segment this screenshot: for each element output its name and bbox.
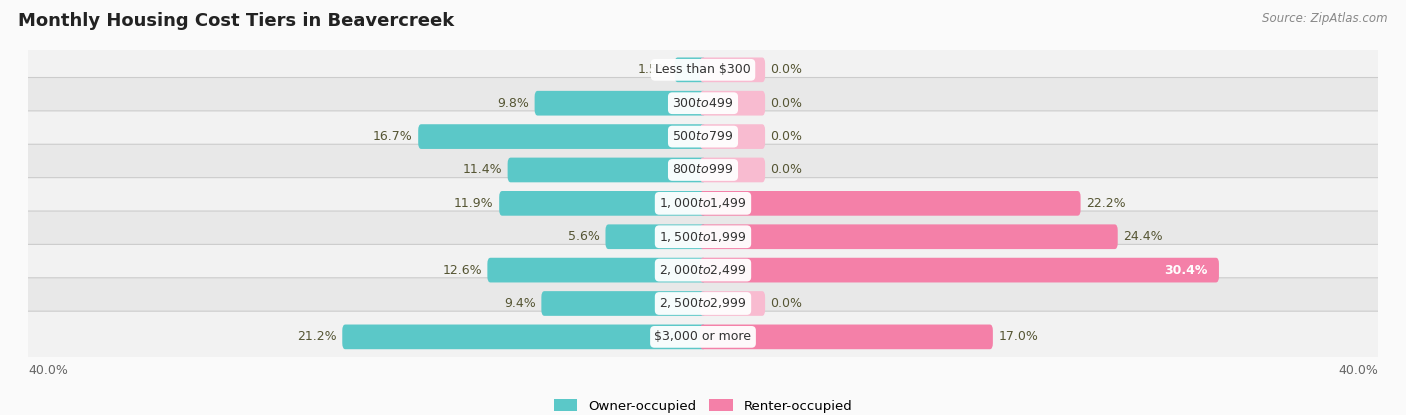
Text: 30.4%: 30.4% — [1164, 264, 1208, 277]
Text: 22.2%: 22.2% — [1085, 197, 1126, 210]
FancyBboxPatch shape — [534, 91, 706, 115]
FancyBboxPatch shape — [700, 158, 765, 182]
Text: 0.0%: 0.0% — [770, 97, 803, 110]
Text: Monthly Housing Cost Tiers in Beavercreek: Monthly Housing Cost Tiers in Beavercree… — [18, 12, 454, 30]
FancyBboxPatch shape — [14, 111, 1392, 162]
Text: $3,000 or more: $3,000 or more — [655, 330, 751, 343]
Text: 40.0%: 40.0% — [28, 364, 67, 377]
FancyBboxPatch shape — [14, 44, 1392, 95]
FancyBboxPatch shape — [541, 291, 706, 316]
Text: 1.5%: 1.5% — [637, 63, 669, 76]
FancyBboxPatch shape — [14, 78, 1392, 129]
Text: $800 to $999: $800 to $999 — [672, 164, 734, 176]
Text: 21.2%: 21.2% — [297, 330, 337, 343]
FancyBboxPatch shape — [508, 158, 706, 182]
Text: $2,500 to $2,999: $2,500 to $2,999 — [659, 296, 747, 310]
Text: 9.4%: 9.4% — [505, 297, 536, 310]
Text: $500 to $799: $500 to $799 — [672, 130, 734, 143]
Text: 12.6%: 12.6% — [443, 264, 482, 277]
FancyBboxPatch shape — [700, 57, 765, 82]
Text: $1,000 to $1,499: $1,000 to $1,499 — [659, 196, 747, 210]
FancyBboxPatch shape — [700, 325, 993, 349]
FancyBboxPatch shape — [700, 225, 1118, 249]
FancyBboxPatch shape — [700, 258, 1219, 283]
Text: 0.0%: 0.0% — [770, 297, 803, 310]
FancyBboxPatch shape — [14, 211, 1392, 262]
FancyBboxPatch shape — [700, 291, 765, 316]
Text: Source: ZipAtlas.com: Source: ZipAtlas.com — [1263, 12, 1388, 25]
Text: 0.0%: 0.0% — [770, 130, 803, 143]
Legend: Owner-occupied, Renter-occupied: Owner-occupied, Renter-occupied — [548, 394, 858, 415]
Text: $1,500 to $1,999: $1,500 to $1,999 — [659, 230, 747, 244]
Text: 11.4%: 11.4% — [463, 164, 502, 176]
Text: 0.0%: 0.0% — [770, 164, 803, 176]
FancyBboxPatch shape — [14, 278, 1392, 329]
Text: 40.0%: 40.0% — [1339, 364, 1378, 377]
Text: 11.9%: 11.9% — [454, 197, 494, 210]
Text: 0.0%: 0.0% — [770, 63, 803, 76]
Text: 16.7%: 16.7% — [373, 130, 413, 143]
Text: 5.6%: 5.6% — [568, 230, 600, 243]
FancyBboxPatch shape — [418, 124, 706, 149]
FancyBboxPatch shape — [675, 57, 706, 82]
FancyBboxPatch shape — [606, 225, 706, 249]
Text: $2,000 to $2,499: $2,000 to $2,499 — [659, 263, 747, 277]
FancyBboxPatch shape — [700, 124, 765, 149]
Text: Less than $300: Less than $300 — [655, 63, 751, 76]
FancyBboxPatch shape — [14, 311, 1392, 363]
Text: 9.8%: 9.8% — [498, 97, 529, 110]
FancyBboxPatch shape — [488, 258, 706, 283]
FancyBboxPatch shape — [342, 325, 706, 349]
FancyBboxPatch shape — [14, 178, 1392, 229]
FancyBboxPatch shape — [499, 191, 706, 216]
Text: 24.4%: 24.4% — [1123, 230, 1163, 243]
FancyBboxPatch shape — [700, 191, 1081, 216]
FancyBboxPatch shape — [700, 91, 765, 115]
Text: 17.0%: 17.0% — [998, 330, 1038, 343]
FancyBboxPatch shape — [14, 144, 1392, 195]
Text: $300 to $499: $300 to $499 — [672, 97, 734, 110]
FancyBboxPatch shape — [14, 244, 1392, 296]
